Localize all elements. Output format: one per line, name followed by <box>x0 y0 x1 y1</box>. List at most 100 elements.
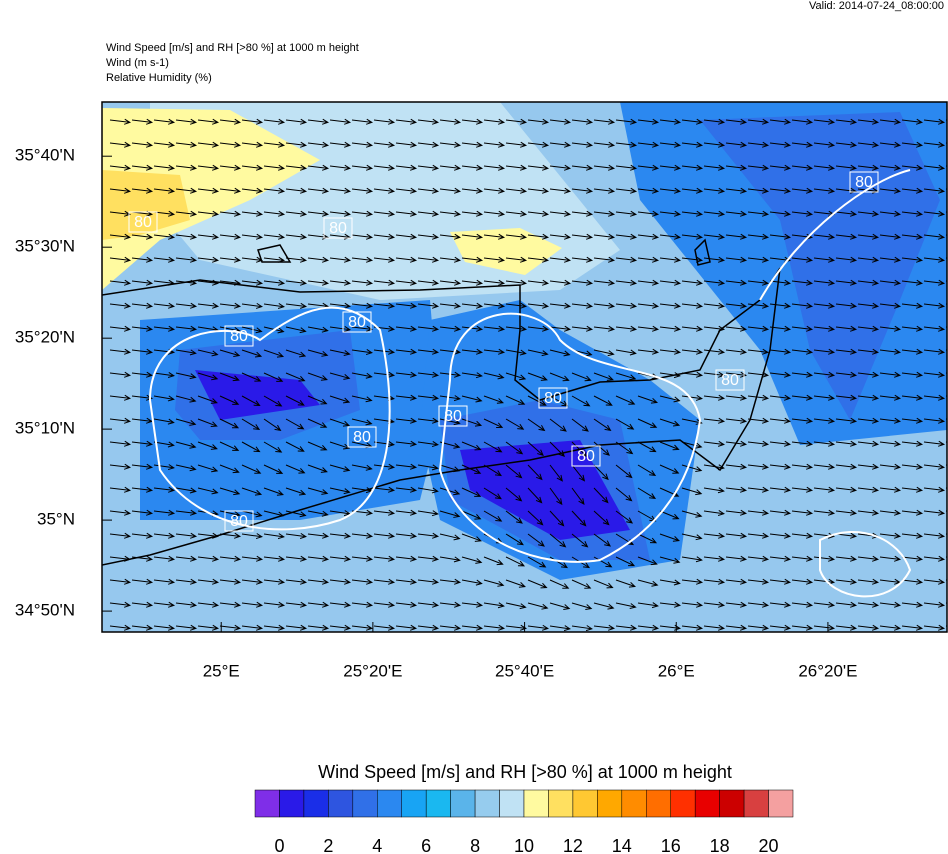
wind-arrow <box>835 463 858 470</box>
wind-arrow <box>263 372 284 382</box>
wind-arrow <box>483 302 506 309</box>
wind-arrow <box>681 210 704 217</box>
wind-arrow <box>483 624 506 631</box>
wind-arrow <box>197 187 220 194</box>
wind-arrow <box>219 441 240 451</box>
wind-arrow <box>175 164 198 171</box>
wind-arrow <box>395 509 418 516</box>
wind-arrow <box>351 141 374 148</box>
wind-arrow <box>791 463 814 470</box>
wind-arrow <box>197 395 218 404</box>
wind-arrow <box>219 372 240 382</box>
wind-arrow <box>395 578 418 585</box>
wind-arrow <box>241 372 262 382</box>
wind-arrow <box>571 418 589 432</box>
wind-arrow <box>879 463 902 470</box>
wind-arrow <box>461 510 482 520</box>
wind-arrow <box>439 118 462 125</box>
wind-arrow <box>483 487 502 500</box>
wind-arrow <box>153 464 175 471</box>
wind-arrow <box>461 487 482 497</box>
wind-arrow <box>703 164 726 171</box>
wind-arrow <box>725 578 748 585</box>
wind-arrow <box>769 486 792 493</box>
wind-arrow <box>373 624 396 631</box>
wind-arrow <box>659 118 682 125</box>
wind-arrow <box>131 509 154 516</box>
wind-arrow <box>329 187 352 194</box>
wind-arrow <box>835 486 858 493</box>
wind-arrow <box>307 349 329 357</box>
wind-arrow <box>571 602 593 610</box>
wind-arrow <box>483 510 503 522</box>
wind-arrow <box>571 533 589 548</box>
wind-arrow <box>615 325 638 332</box>
wind-arrow <box>747 210 770 217</box>
wind-arrow <box>197 233 220 240</box>
wind-arrow <box>549 118 572 125</box>
wind-arrow <box>395 279 418 286</box>
wind-arrow <box>175 141 198 148</box>
wind-arrow <box>593 256 616 263</box>
wind-arrow <box>307 279 330 286</box>
wind-arrow <box>175 441 197 449</box>
wind-arrow <box>439 487 461 496</box>
wind-arrow <box>307 418 328 428</box>
wind-arrow <box>615 487 633 502</box>
colorbar-box <box>694 789 720 818</box>
wind-arrow <box>505 579 526 588</box>
wind-arrow <box>109 601 132 608</box>
wind-arrow <box>263 464 284 474</box>
wind-arrow <box>725 371 748 378</box>
wind-arrow <box>615 418 635 430</box>
wind-arrow <box>923 325 946 332</box>
colorbar-box <box>768 789 794 818</box>
wind-arrow <box>879 141 902 148</box>
wind-arrow <box>373 164 396 171</box>
wind-arrow <box>571 279 594 286</box>
wind-arrow <box>285 326 307 334</box>
wind-arrow <box>571 464 586 482</box>
wind-arrow <box>109 256 132 263</box>
wind-arrow <box>857 394 880 401</box>
colorbar-box <box>254 789 280 818</box>
wind-arrow <box>197 164 220 171</box>
wind-arrow <box>637 602 659 609</box>
wind-arrow <box>725 601 748 608</box>
wind-arrow <box>307 510 329 517</box>
wind-arrow <box>219 555 242 562</box>
wind-arrow <box>197 464 219 473</box>
x-tick-label: 25°E <box>203 661 240 680</box>
wind-arrow <box>241 141 264 148</box>
colorbar-box <box>377 789 402 818</box>
wind-arrow <box>791 302 814 309</box>
wind-arrow <box>901 279 924 286</box>
wind-arrow <box>571 141 594 148</box>
wind-arrow <box>791 187 814 194</box>
wind-arrow <box>153 164 176 171</box>
wind-arrow <box>791 394 814 401</box>
wind-arrow <box>923 210 946 217</box>
wind-arrow <box>791 348 814 355</box>
wind-arrow <box>241 487 263 496</box>
wind-arrow <box>439 556 461 563</box>
colorbar-label: 20 <box>759 836 779 854</box>
wind-arrow <box>131 417 154 424</box>
wind-arrow <box>417 256 440 263</box>
wind-arrow <box>505 187 528 194</box>
wind-arrow <box>857 118 880 125</box>
wind-arrow <box>879 371 902 378</box>
wind-arrow <box>637 395 659 404</box>
wind-arrow <box>659 579 681 586</box>
wind-arrow <box>241 118 264 125</box>
wind-arrow <box>351 418 373 426</box>
wind-arrow <box>131 440 154 447</box>
wind-arrow <box>901 348 924 355</box>
colorbar-box <box>597 789 623 818</box>
wind-arrow <box>109 486 132 493</box>
contour-label: 80 <box>544 390 562 407</box>
wind-arrow <box>637 256 660 263</box>
wind-arrow <box>373 279 396 286</box>
wind-arrow <box>637 441 657 453</box>
